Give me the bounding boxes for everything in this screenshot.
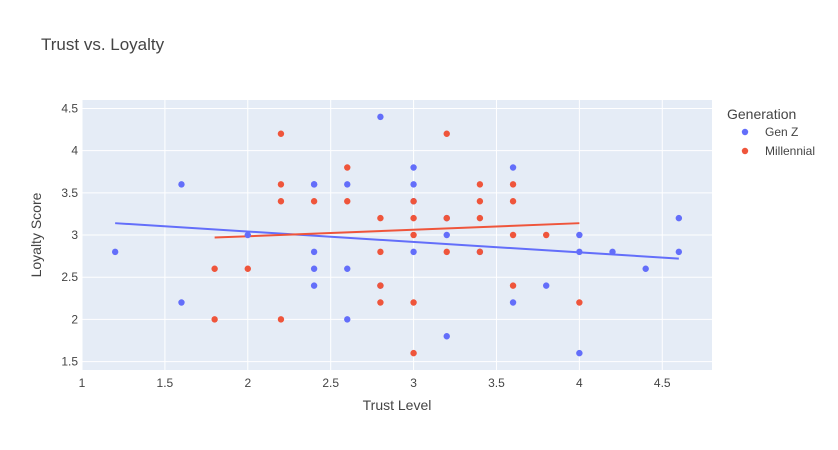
legend-item-millennial[interactable]: Millennial [741,144,815,158]
data-point-millennial [244,265,251,272]
data-point-millennial [377,299,384,306]
data-point-gen-z [111,248,119,256]
x-tick-label: 1 [79,376,86,390]
y-tick-label: 4.5 [61,101,78,115]
data-point-millennial [476,214,484,222]
data-point-gen-z [675,214,683,222]
legend-title: Generation [727,106,796,122]
data-point-gen-z [609,248,616,256]
legend-marker [741,147,749,155]
data-point-gen-z [178,181,185,188]
data-point-millennial [377,248,384,256]
grid-lines [81,100,712,370]
data-point-millennial [576,299,583,306]
y-tick-label: 3 [71,228,78,242]
data-point-millennial [410,299,417,306]
data-point-gen-z [509,299,517,306]
x-tick-label: 3 [410,376,417,390]
data-point-millennial [410,231,417,239]
data-point-gen-z [310,282,318,289]
data-point-gen-z [675,248,683,256]
x-tick-label: 1.5 [157,376,174,390]
data-point-millennial [443,214,450,222]
legend-item-gen-z[interactable]: Gen Z [741,125,799,139]
x-tick-label: 2 [244,376,251,390]
trendlines [115,222,679,260]
legend-label: Millennial [765,144,815,158]
data-point-gen-z [310,265,318,272]
data-point-millennial [443,248,450,256]
data-point-millennial [410,214,417,222]
data-point-gen-z [244,231,251,239]
y-axis-ticks: 1.5 2 2.5 3 3.5 4 4.5 [61,101,78,368]
data-point-millennial [476,181,484,188]
trendline-gen-z [115,222,679,260]
data-point-gen-z [410,248,417,256]
data-point-gen-z [410,181,417,188]
data-point-millennial [377,282,384,289]
data-point-millennial [410,198,417,205]
data-point-gen-z [310,181,318,188]
data-point-gen-z [443,231,450,239]
data-point-millennial [277,198,285,205]
x-tick-label: 4.5 [654,376,671,390]
data-point-millennial [344,164,351,171]
chart-title: Trust vs. Loyalty [41,35,165,54]
x-tick-label: 2.5 [322,376,339,390]
x-tick-label: 3.5 [488,376,505,390]
data-point-millennial [509,231,517,239]
y-axis-title: Loyalty Score [28,192,44,277]
x-tick-label: 4 [576,376,583,390]
y-tick-label: 4 [71,144,78,158]
data-point-gen-z [576,231,583,239]
data-point-millennial [211,265,218,272]
data-point-gen-z [310,248,318,256]
data-point-millennial [377,214,384,222]
data-point-gen-z [377,113,384,121]
x-axis-ticks: 1 1.5 2 2.5 3 3.5 4 4.5 [79,376,671,390]
legend-marker [741,128,749,136]
data-point-millennial [310,198,318,205]
data-point-gen-z [344,265,351,272]
legend[interactable]: Generation Gen Z Millennial [727,106,815,158]
data-points [111,113,683,357]
data-point-gen-z [543,282,550,289]
data-point-gen-z [509,164,517,171]
data-point-gen-z [576,248,583,256]
data-point-millennial [443,130,450,137]
data-point-millennial [277,316,285,323]
x-axis-title: Trust Level [363,397,432,413]
y-tick-label: 2.5 [61,270,78,284]
data-point-gen-z [344,316,351,323]
data-point-millennial [543,231,550,239]
data-point-gen-z [410,164,417,171]
data-point-millennial [476,198,484,205]
data-point-millennial [509,282,517,289]
data-point-gen-z [642,265,649,272]
data-point-millennial [277,130,285,137]
y-tick-label: 3.5 [61,186,78,200]
legend-label: Gen Z [765,125,798,139]
data-point-millennial [344,198,351,205]
data-point-millennial [509,181,517,188]
trendline-millennial [214,222,580,239]
data-point-millennial [410,349,417,357]
data-point-gen-z [443,333,450,340]
data-point-millennial [277,181,285,188]
y-tick-label: 1.5 [61,355,78,369]
data-point-gen-z [576,349,583,357]
data-point-gen-z [344,181,351,188]
y-tick-label: 2 [71,312,78,326]
data-point-millennial [509,198,517,205]
data-point-gen-z [178,299,185,306]
data-point-millennial [211,316,218,323]
data-point-millennial [476,248,484,256]
